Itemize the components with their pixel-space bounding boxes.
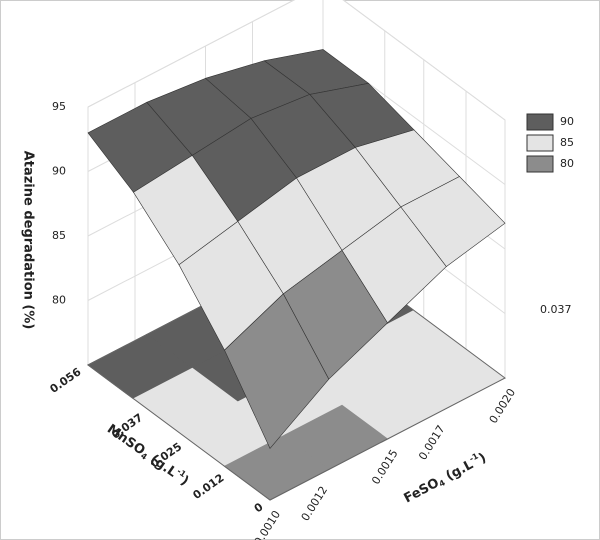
- z-tick-label: 80: [52, 294, 66, 307]
- chart-body: 808590950.00100.00120.00150.00170.002000…: [47, 0, 518, 540]
- z-tick-label: 95: [52, 100, 66, 113]
- legend-label: 90: [560, 115, 574, 128]
- legend-swatch: [526, 113, 554, 131]
- z-tick-label: 85: [52, 229, 66, 242]
- legend-label: 85: [560, 136, 574, 149]
- grid-line: [87, 0, 506, 121]
- annotation: 0.037: [540, 303, 572, 316]
- surface-patch: [224, 293, 330, 449]
- z-tick-label: 90: [52, 165, 66, 178]
- legend-label: 80: [560, 157, 574, 170]
- legend-swatch: [526, 134, 554, 152]
- legend-swatch: [526, 155, 554, 173]
- z-axis-title: Atazine degradation (%): [21, 151, 36, 330]
